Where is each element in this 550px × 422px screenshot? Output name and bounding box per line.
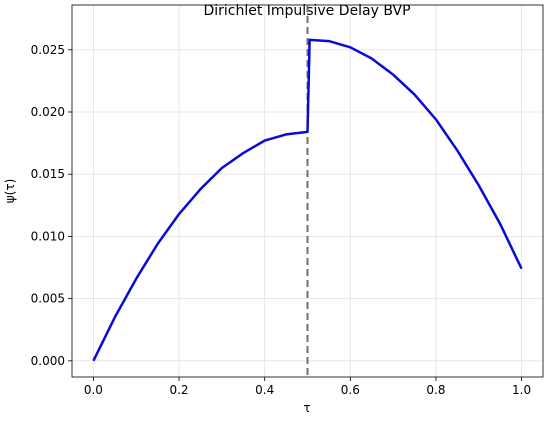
y-axis-label: ψ(τ)	[3, 179, 17, 204]
x-tick-label: 0.8	[426, 383, 445, 397]
x-tick-label: 0.2	[169, 383, 188, 397]
y-tick-label: 0.015	[31, 167, 65, 181]
data-line	[92, 38, 523, 362]
y-tick-label: 0.020	[31, 105, 65, 119]
x-axis-label: τ	[303, 401, 310, 415]
x-tick-label: 0.6	[341, 383, 360, 397]
y-tick-label: 0.000	[31, 354, 65, 368]
y-tick-label: 0.010	[31, 229, 65, 243]
x-tick-label: 0.0	[84, 383, 103, 397]
y-tick-label: 0.005	[31, 292, 65, 306]
y-tick-label: 0.025	[31, 43, 65, 57]
x-tick-label: 0.4	[255, 383, 274, 397]
x-tick-label: 1.0	[512, 383, 531, 397]
